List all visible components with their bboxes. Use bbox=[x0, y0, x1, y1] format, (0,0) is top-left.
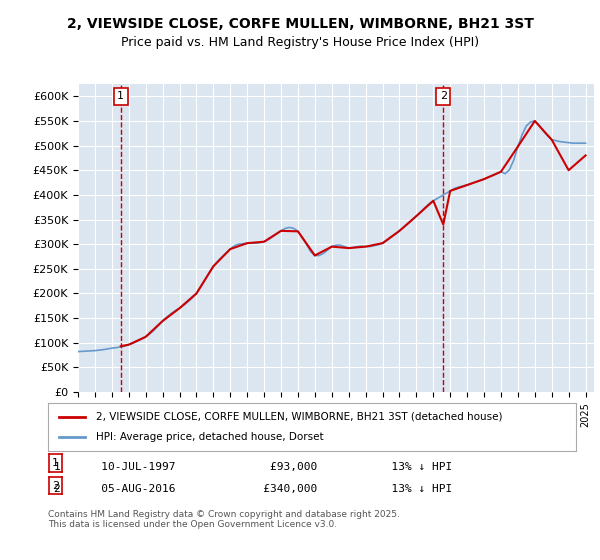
Text: HPI: Average price, detached house, Dorset: HPI: Average price, detached house, Dors… bbox=[95, 432, 323, 442]
Text: 2      05-AUG-2016             £340,000           13% ↓ HPI: 2 05-AUG-2016 £340,000 13% ↓ HPI bbox=[54, 484, 452, 494]
Text: 1: 1 bbox=[52, 458, 59, 468]
Text: 2: 2 bbox=[52, 480, 59, 491]
Text: 2: 2 bbox=[440, 91, 447, 101]
Text: 2, VIEWSIDE CLOSE, CORFE MULLEN, WIMBORNE, BH21 3ST: 2, VIEWSIDE CLOSE, CORFE MULLEN, WIMBORN… bbox=[67, 17, 533, 31]
Text: Price paid vs. HM Land Registry's House Price Index (HPI): Price paid vs. HM Land Registry's House … bbox=[121, 36, 479, 49]
Text: 1      10-JUL-1997              £93,000           13% ↓ HPI: 1 10-JUL-1997 £93,000 13% ↓ HPI bbox=[54, 462, 452, 472]
Text: 2, VIEWSIDE CLOSE, CORFE MULLEN, WIMBORNE, BH21 3ST (detached house): 2, VIEWSIDE CLOSE, CORFE MULLEN, WIMBORN… bbox=[95, 412, 502, 422]
Text: 1: 1 bbox=[118, 91, 124, 101]
Text: Contains HM Land Registry data © Crown copyright and database right 2025.
This d: Contains HM Land Registry data © Crown c… bbox=[48, 510, 400, 529]
